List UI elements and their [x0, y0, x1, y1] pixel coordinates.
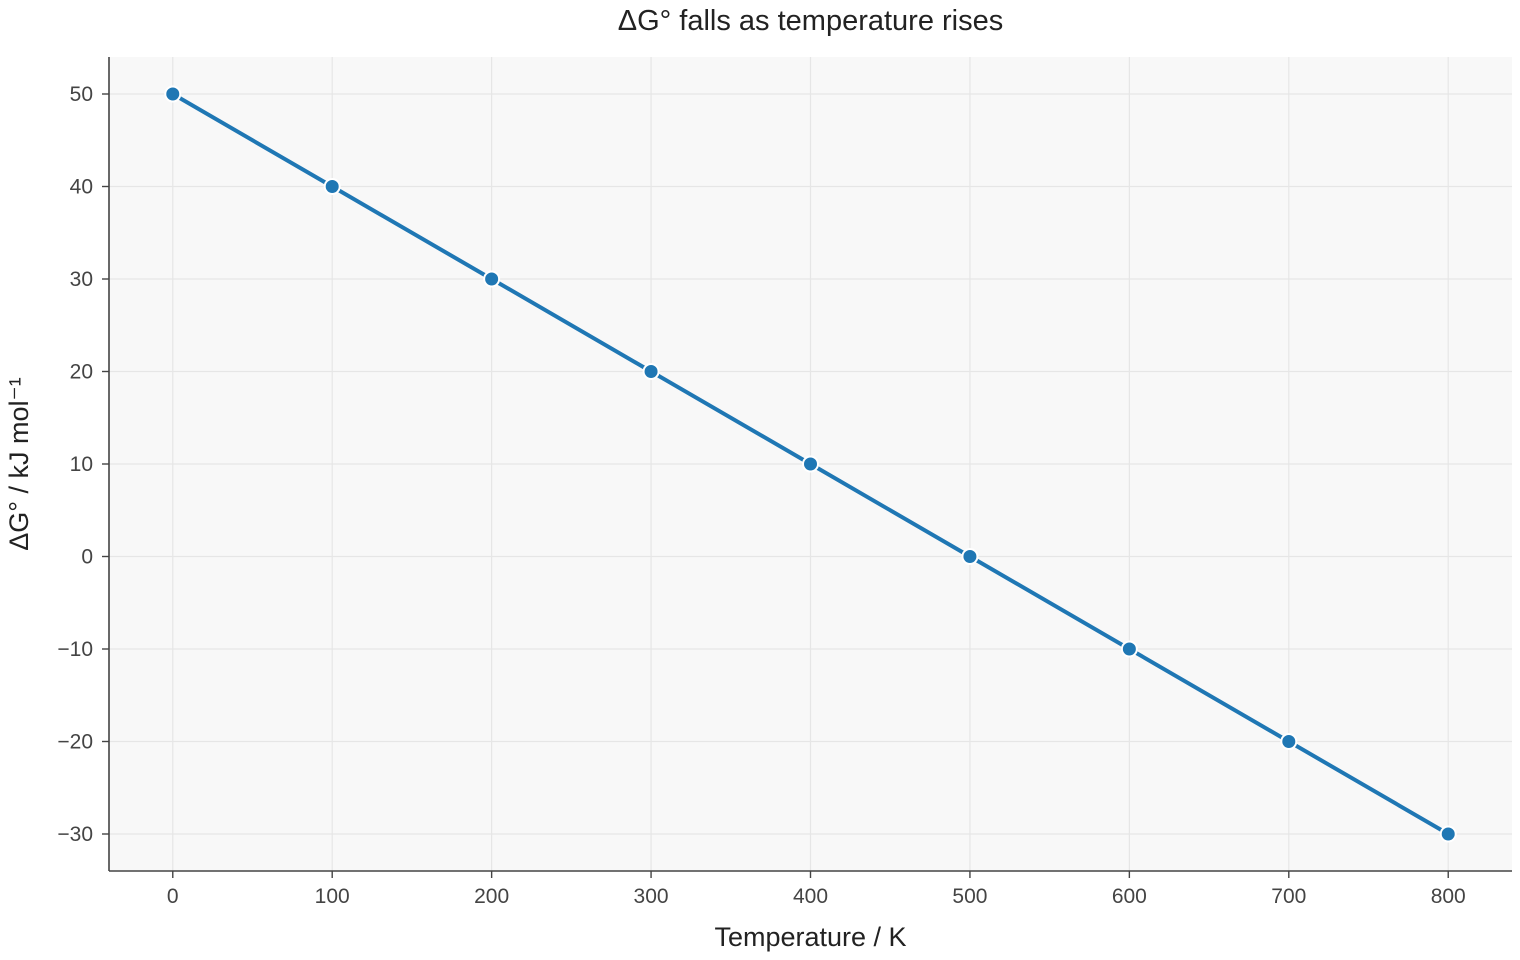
data-point	[323, 178, 341, 195]
series	[164, 85, 1457, 843]
y-tick-label: 50	[70, 83, 93, 106]
data-point	[1120, 640, 1138, 658]
data-point	[961, 548, 979, 565]
y-tick-label: 0	[81, 546, 93, 569]
x-axis-label: Temperature / K	[714, 922, 906, 952]
data-point	[483, 270, 501, 288]
x-tick-label: 200	[474, 885, 509, 908]
y-tick-label: 40	[70, 176, 93, 199]
data-point	[1439, 825, 1457, 843]
x-tick-label: 800	[1431, 885, 1466, 908]
x-tick-label: 100	[315, 885, 350, 908]
y-tick-label: 30	[70, 268, 93, 291]
data-point	[1280, 733, 1298, 750]
y-tick-label: −10	[57, 638, 93, 661]
y-tick-label: 20	[70, 361, 93, 384]
y-tick-label: −30	[57, 823, 93, 846]
data-point	[642, 363, 660, 380]
x-tick-label: 500	[952, 885, 987, 908]
y-axis-label: ΔG° / kJ mol⁻¹	[4, 377, 34, 551]
data-point	[802, 455, 819, 473]
x-tick-label: 700	[1271, 885, 1306, 908]
y-tick-label: 10	[70, 453, 93, 476]
x-tick-label: 0	[167, 885, 179, 908]
x-tick-label: 400	[793, 885, 828, 908]
chart-title: ΔG° falls as temperature rises	[618, 5, 1004, 37]
x-tick-label: 300	[634, 885, 669, 908]
x-tick-label: 600	[1112, 885, 1147, 908]
y-tick-label: −20	[57, 731, 93, 754]
ticks: 0 100 200 300 400 500 600 700 800 −30 −20 −10 0 10 20 3…	[57, 83, 1465, 908]
data-point	[164, 85, 182, 103]
